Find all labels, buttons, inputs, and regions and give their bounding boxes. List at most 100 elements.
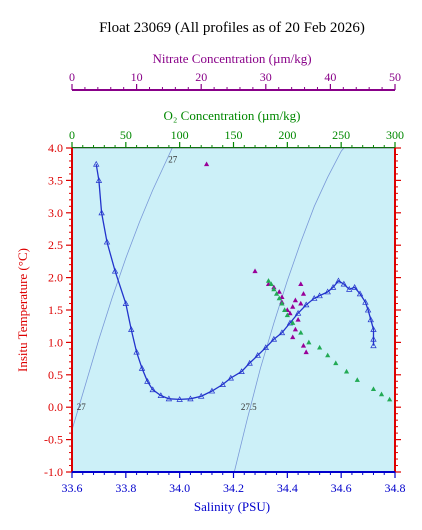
data-point: [111, 267, 119, 274]
data-point: [295, 316, 301, 322]
data-point: [138, 364, 146, 371]
data-point: [219, 381, 226, 387]
data-point: [354, 377, 360, 382]
data-point: [294, 309, 302, 316]
oxygen-axis-label: O₂ Concentration (µm/kg): [164, 108, 301, 123]
top-axis-tick-label: 0: [69, 70, 75, 84]
data-point: [279, 300, 285, 306]
data-point: [302, 301, 310, 308]
data-point: [329, 283, 337, 290]
data-point: [122, 300, 130, 306]
data-point: [303, 349, 309, 355]
data-point: [284, 312, 290, 318]
data-point: [157, 392, 165, 398]
data-point: [227, 374, 235, 381]
data-point: [149, 386, 156, 393]
data-point: [265, 278, 272, 283]
data-point: [262, 344, 269, 351]
density-contour: [72, 148, 173, 431]
data-point: [290, 334, 296, 340]
top-axis-tick-label: 10: [131, 70, 143, 84]
data-point: [306, 339, 312, 345]
data-point: [362, 298, 369, 305]
data-point: [273, 291, 280, 296]
data-point: [268, 281, 274, 287]
x-tick-label: 34.6: [331, 481, 352, 495]
contour-label: 27: [77, 402, 87, 412]
data-point: [387, 396, 393, 402]
data-point: [343, 368, 350, 374]
oxygen-axis: O₂ Concentration (µm/kg) 0 50 100 150 200 250…: [69, 108, 404, 149]
series-line: [95, 164, 375, 401]
density-contour: [233, 148, 345, 472]
data-point: [370, 335, 377, 342]
data-point: [238, 368, 245, 374]
data-point: [198, 392, 205, 399]
data-point: [270, 335, 278, 342]
data-point: [271, 286, 277, 292]
data-point: [276, 289, 282, 294]
x-tick-label: 34.2: [223, 481, 244, 495]
data-point: [254, 352, 261, 358]
top-axis-tick-label: 30: [260, 70, 272, 84]
contour-label: 27: [168, 155, 178, 165]
data-point: [316, 292, 323, 299]
data-point: [340, 280, 348, 287]
data-point: [298, 300, 304, 306]
top-axis-tick-label: 40: [324, 70, 336, 84]
data-point: [290, 304, 296, 309]
data-point: [292, 297, 299, 303]
data-point: [208, 387, 216, 394]
data-point: [290, 320, 296, 325]
data-point: [292, 326, 299, 332]
data-point: [300, 291, 307, 296]
data-point: [325, 352, 331, 358]
top-axis-tick-label: 0: [69, 128, 75, 142]
top-axis-tick-label: 200: [278, 128, 296, 142]
data-point: [176, 396, 183, 402]
data-point: [298, 329, 304, 335]
data-point: [98, 209, 105, 216]
x-axis: 33.6 33.8 34.0 34.2 34.4 34.6 34.8 Salinity (P…: [62, 471, 406, 514]
data-point: [133, 348, 140, 355]
x-tick-label: 34.4: [277, 481, 298, 495]
data-point: [246, 359, 253, 366]
x-tick-label: 34.0: [169, 481, 190, 495]
data-point: [287, 310, 293, 316]
data-point: [103, 238, 111, 245]
data-point: [351, 283, 358, 290]
plot-background: [72, 148, 395, 472]
y-tick-label: 3.0: [48, 206, 63, 220]
data-point: [165, 395, 173, 402]
nitrate-axis-label: Nitrate Concentration (µm/kg): [152, 51, 311, 66]
data-point: [346, 285, 353, 292]
x-tick-label: 34.8: [385, 481, 406, 495]
y-tick-label: -0.5: [44, 433, 63, 447]
data-point: [187, 395, 194, 402]
data-point: [95, 177, 103, 183]
top-axis-tick-label: 50: [120, 128, 132, 142]
data-point: [324, 288, 331, 295]
y-tick-label: 0.0: [48, 400, 63, 414]
data-point: [311, 295, 318, 301]
contour-label: 27.5: [241, 402, 257, 412]
data-point: [370, 342, 377, 349]
y-tick-label: 3.5: [48, 173, 63, 187]
y-tick-label: 1.5: [48, 303, 63, 317]
y-axis: -1.0 -0.5 0.0 0.5 1.0 1.5 2.0 2.5 3.0 3.5 4.0 Insi…: [15, 141, 401, 479]
data-point: [335, 277, 342, 284]
y-tick-label: 4.0: [48, 141, 63, 155]
y-tick-label: 2.5: [48, 238, 63, 252]
y-tick-label: 2.0: [48, 271, 63, 285]
data-point: [300, 342, 307, 348]
data-point: [333, 360, 339, 366]
top-axis-tick-label: 100: [171, 128, 189, 142]
nitrate-axis: Nitrate Concentration (µm/kg) 0 10 20 30 40 5…: [69, 51, 401, 91]
chart-title: Float 23069 (All profiles as of 20 Feb 2…: [99, 20, 365, 36]
top-axis-tick-label: 300: [386, 128, 404, 142]
x-tick-label: 33.8: [115, 481, 136, 495]
y-tick-label: 0.5: [48, 368, 63, 382]
data-point: [93, 160, 100, 167]
data-point: [364, 306, 372, 313]
